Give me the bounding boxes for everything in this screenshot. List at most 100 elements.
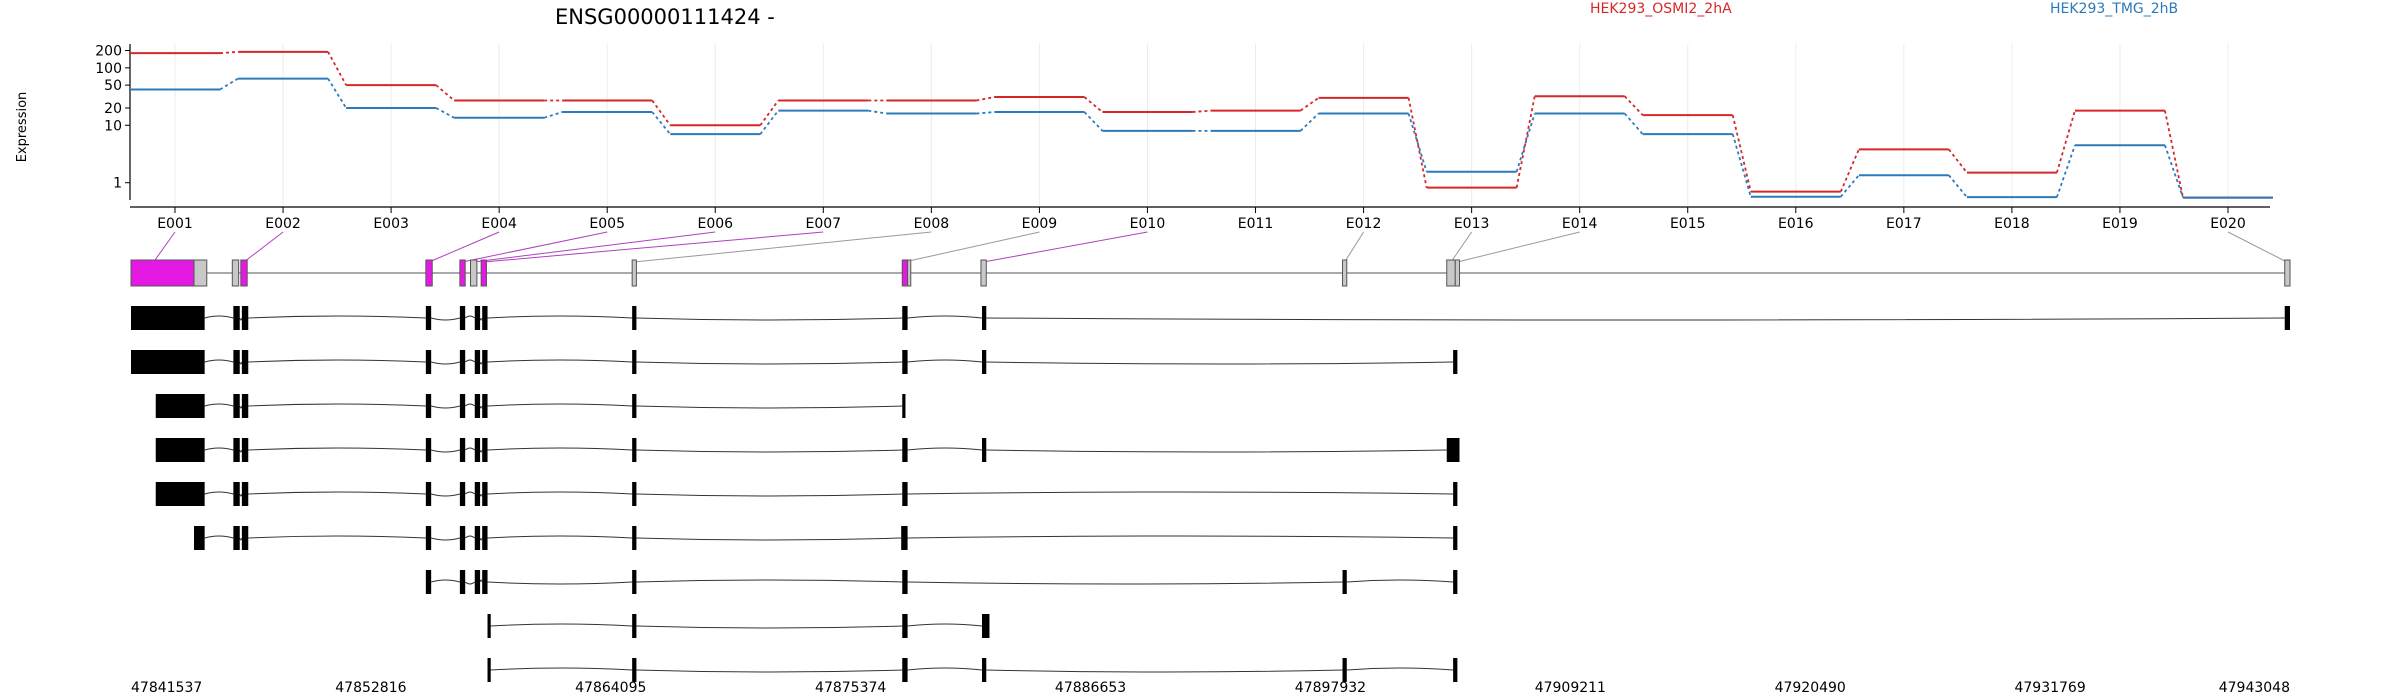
transcript-7-exon-2 bbox=[459, 570, 466, 594]
series-2-link-16 bbox=[1840, 174, 1860, 198]
transcript-4-exon-2 bbox=[233, 438, 240, 462]
transcript-6-intron-1 bbox=[204, 535, 234, 539]
transcript-4 bbox=[155, 438, 1460, 462]
series-lines bbox=[130, 50, 2273, 199]
transcript-7-intron-7 bbox=[1346, 579, 1454, 583]
series-2-link-7 bbox=[868, 109, 887, 115]
y-tick-label-1: 1 bbox=[113, 176, 122, 192]
transcript-7-intron-2 bbox=[464, 581, 476, 585]
x-tick-label-E003: E003 bbox=[373, 216, 409, 232]
transcript-4-exon-5 bbox=[459, 438, 466, 462]
connector-E004 bbox=[428, 231, 500, 263]
series-2-link-14 bbox=[1624, 112, 1644, 135]
transcript-7-intron-3 bbox=[479, 579, 483, 583]
transcript-5-exon-1 bbox=[155, 482, 205, 506]
transcript-1-intron-8 bbox=[636, 317, 903, 321]
transcript-6-exon-8 bbox=[632, 526, 637, 550]
transcript-5-intron-4 bbox=[431, 493, 461, 497]
connector-E001 bbox=[153, 231, 176, 263]
gene-exon-8 bbox=[480, 259, 487, 287]
transcript-1-exon-3 bbox=[241, 306, 249, 330]
series-2-link-17 bbox=[1948, 174, 1968, 198]
connector-E005 bbox=[462, 231, 608, 263]
x-tick-label-E017: E017 bbox=[1886, 216, 1922, 232]
transcript-2-intron-4 bbox=[431, 361, 461, 365]
transcript-8-exon-3 bbox=[902, 614, 908, 638]
transcript-4-exon-4 bbox=[425, 438, 432, 462]
transcript-8-intron-3 bbox=[907, 623, 983, 627]
transcript-6-intron-9 bbox=[907, 535, 1454, 539]
transcript-1-intron-6 bbox=[479, 317, 483, 321]
transcript-2-exon-11 bbox=[1453, 350, 1458, 374]
transcript-1-exon-10 bbox=[982, 306, 987, 330]
transcript-5-exon-5 bbox=[459, 482, 466, 506]
transcript-1-exon-9 bbox=[902, 306, 908, 330]
series-2-link-12 bbox=[1407, 113, 1428, 173]
transcript-6-exon-6 bbox=[474, 526, 481, 550]
x-tick-label-E007: E007 bbox=[806, 216, 842, 232]
transcript-8-intron-2 bbox=[636, 625, 903, 629]
transcript-9-intron-4 bbox=[986, 669, 1343, 673]
series-2-link-4 bbox=[543, 111, 563, 119]
transcript-5-exon-3 bbox=[241, 482, 249, 506]
transcript-4-exon-10 bbox=[982, 438, 987, 462]
transcript-5-intron-5 bbox=[464, 491, 476, 495]
transcript-3-exon-5 bbox=[459, 394, 466, 418]
transcript-3-intron-5 bbox=[464, 403, 476, 407]
transcript-9-exon-3 bbox=[902, 658, 908, 682]
genomic-tick-label-4: 47875374 bbox=[815, 680, 886, 696]
transcript-7-exon-8 bbox=[1453, 570, 1458, 594]
transcript-4-exon-11 bbox=[1446, 438, 1460, 462]
series-1-link-5 bbox=[651, 99, 671, 126]
connector-E014 bbox=[1457, 231, 1580, 263]
transcript-6-exon-1 bbox=[194, 526, 205, 550]
x-tick-label-E020: E020 bbox=[2210, 216, 2246, 232]
transcript-2-intron-3 bbox=[248, 359, 426, 363]
series-2-link-8 bbox=[976, 111, 995, 115]
connector-E012 bbox=[1344, 231, 1365, 263]
connector-E007 bbox=[483, 231, 824, 263]
transcript-2-intron-6 bbox=[479, 361, 483, 365]
transcript-2-intron-10 bbox=[986, 361, 1454, 365]
transcript-1 bbox=[131, 306, 2290, 330]
transcript-9-exon-2 bbox=[632, 658, 637, 682]
transcript-7-exon-6 bbox=[902, 570, 908, 594]
transcript-6-exon-9 bbox=[901, 526, 908, 550]
transcript-2-exon-5 bbox=[459, 350, 466, 374]
series-1-link-11 bbox=[1300, 97, 1320, 112]
transcript-5-intron-2 bbox=[239, 493, 243, 497]
transcript-2-intron-1 bbox=[204, 359, 234, 363]
transcript-3-exon-4 bbox=[425, 394, 432, 418]
series-2-link-5 bbox=[651, 111, 671, 135]
series-1-link-16 bbox=[1839, 149, 1860, 192]
x-tick-label-E005: E005 bbox=[589, 216, 625, 232]
series-1-link-1 bbox=[219, 50, 239, 55]
transcript-7-exon-4 bbox=[482, 570, 488, 594]
transcript-9 bbox=[487, 658, 1458, 682]
chart-title: ENSG00000111424 - bbox=[555, 5, 775, 29]
transcript-2-exon-4 bbox=[425, 350, 432, 374]
connector-E002 bbox=[243, 231, 284, 263]
series-1-link-17 bbox=[1948, 148, 1968, 174]
transcript-7-intron-1 bbox=[431, 579, 461, 583]
gene-exon-1 bbox=[130, 259, 195, 287]
x-tick-label-E002: E002 bbox=[265, 216, 301, 232]
transcript-4-intron-3 bbox=[248, 447, 426, 451]
series-2-link-9 bbox=[1083, 111, 1104, 132]
gene-exon-12 bbox=[980, 259, 987, 287]
genomic-tick-label-6: 47897932 bbox=[1295, 680, 1366, 696]
transcript-3-exon-7 bbox=[482, 394, 488, 418]
transcript-1-exon-8 bbox=[632, 306, 637, 330]
x-tick-label-E011: E011 bbox=[1238, 216, 1274, 232]
series-2-link-6 bbox=[759, 110, 780, 135]
transcript-5-intron-3 bbox=[248, 491, 426, 495]
transcript-1-exon-1 bbox=[131, 306, 205, 330]
transcript-models bbox=[131, 306, 2290, 682]
series-2-link-3 bbox=[435, 107, 455, 119]
genomic-tick-label-10: 47943048 bbox=[2219, 680, 2290, 696]
transcript-2-exon-1 bbox=[131, 350, 205, 374]
series-1 bbox=[130, 50, 2273, 199]
transcript-5-intron-7 bbox=[487, 491, 633, 495]
transcript-2-intron-7 bbox=[487, 359, 633, 363]
